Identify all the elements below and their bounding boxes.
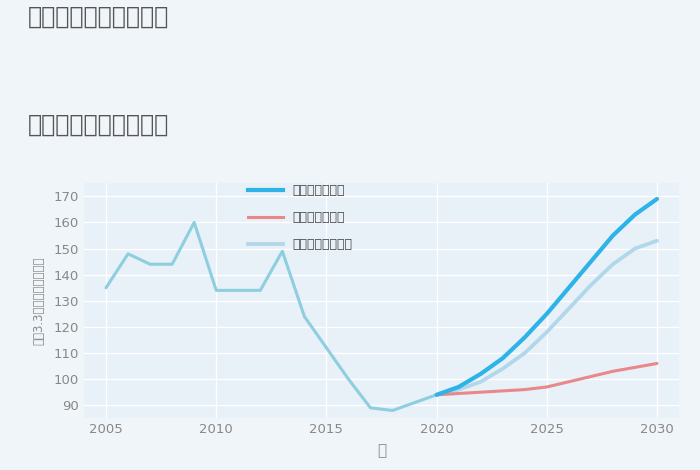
Text: 兵庫県姫路市御立東の: 兵庫県姫路市御立東の (28, 5, 169, 29)
Text: 中古戸建ての価格推移: 中古戸建ての価格推移 (28, 113, 169, 137)
Text: グッドシナリオ: グッドシナリオ (293, 184, 344, 197)
X-axis label: 年: 年 (377, 443, 386, 458)
Y-axis label: 坪（3.3㎡）単価（万円）: 坪（3.3㎡）単価（万円） (32, 257, 46, 345)
Text: バッドシナリオ: バッドシナリオ (293, 211, 344, 224)
Text: ノーマルシナリオ: ノーマルシナリオ (293, 238, 352, 251)
